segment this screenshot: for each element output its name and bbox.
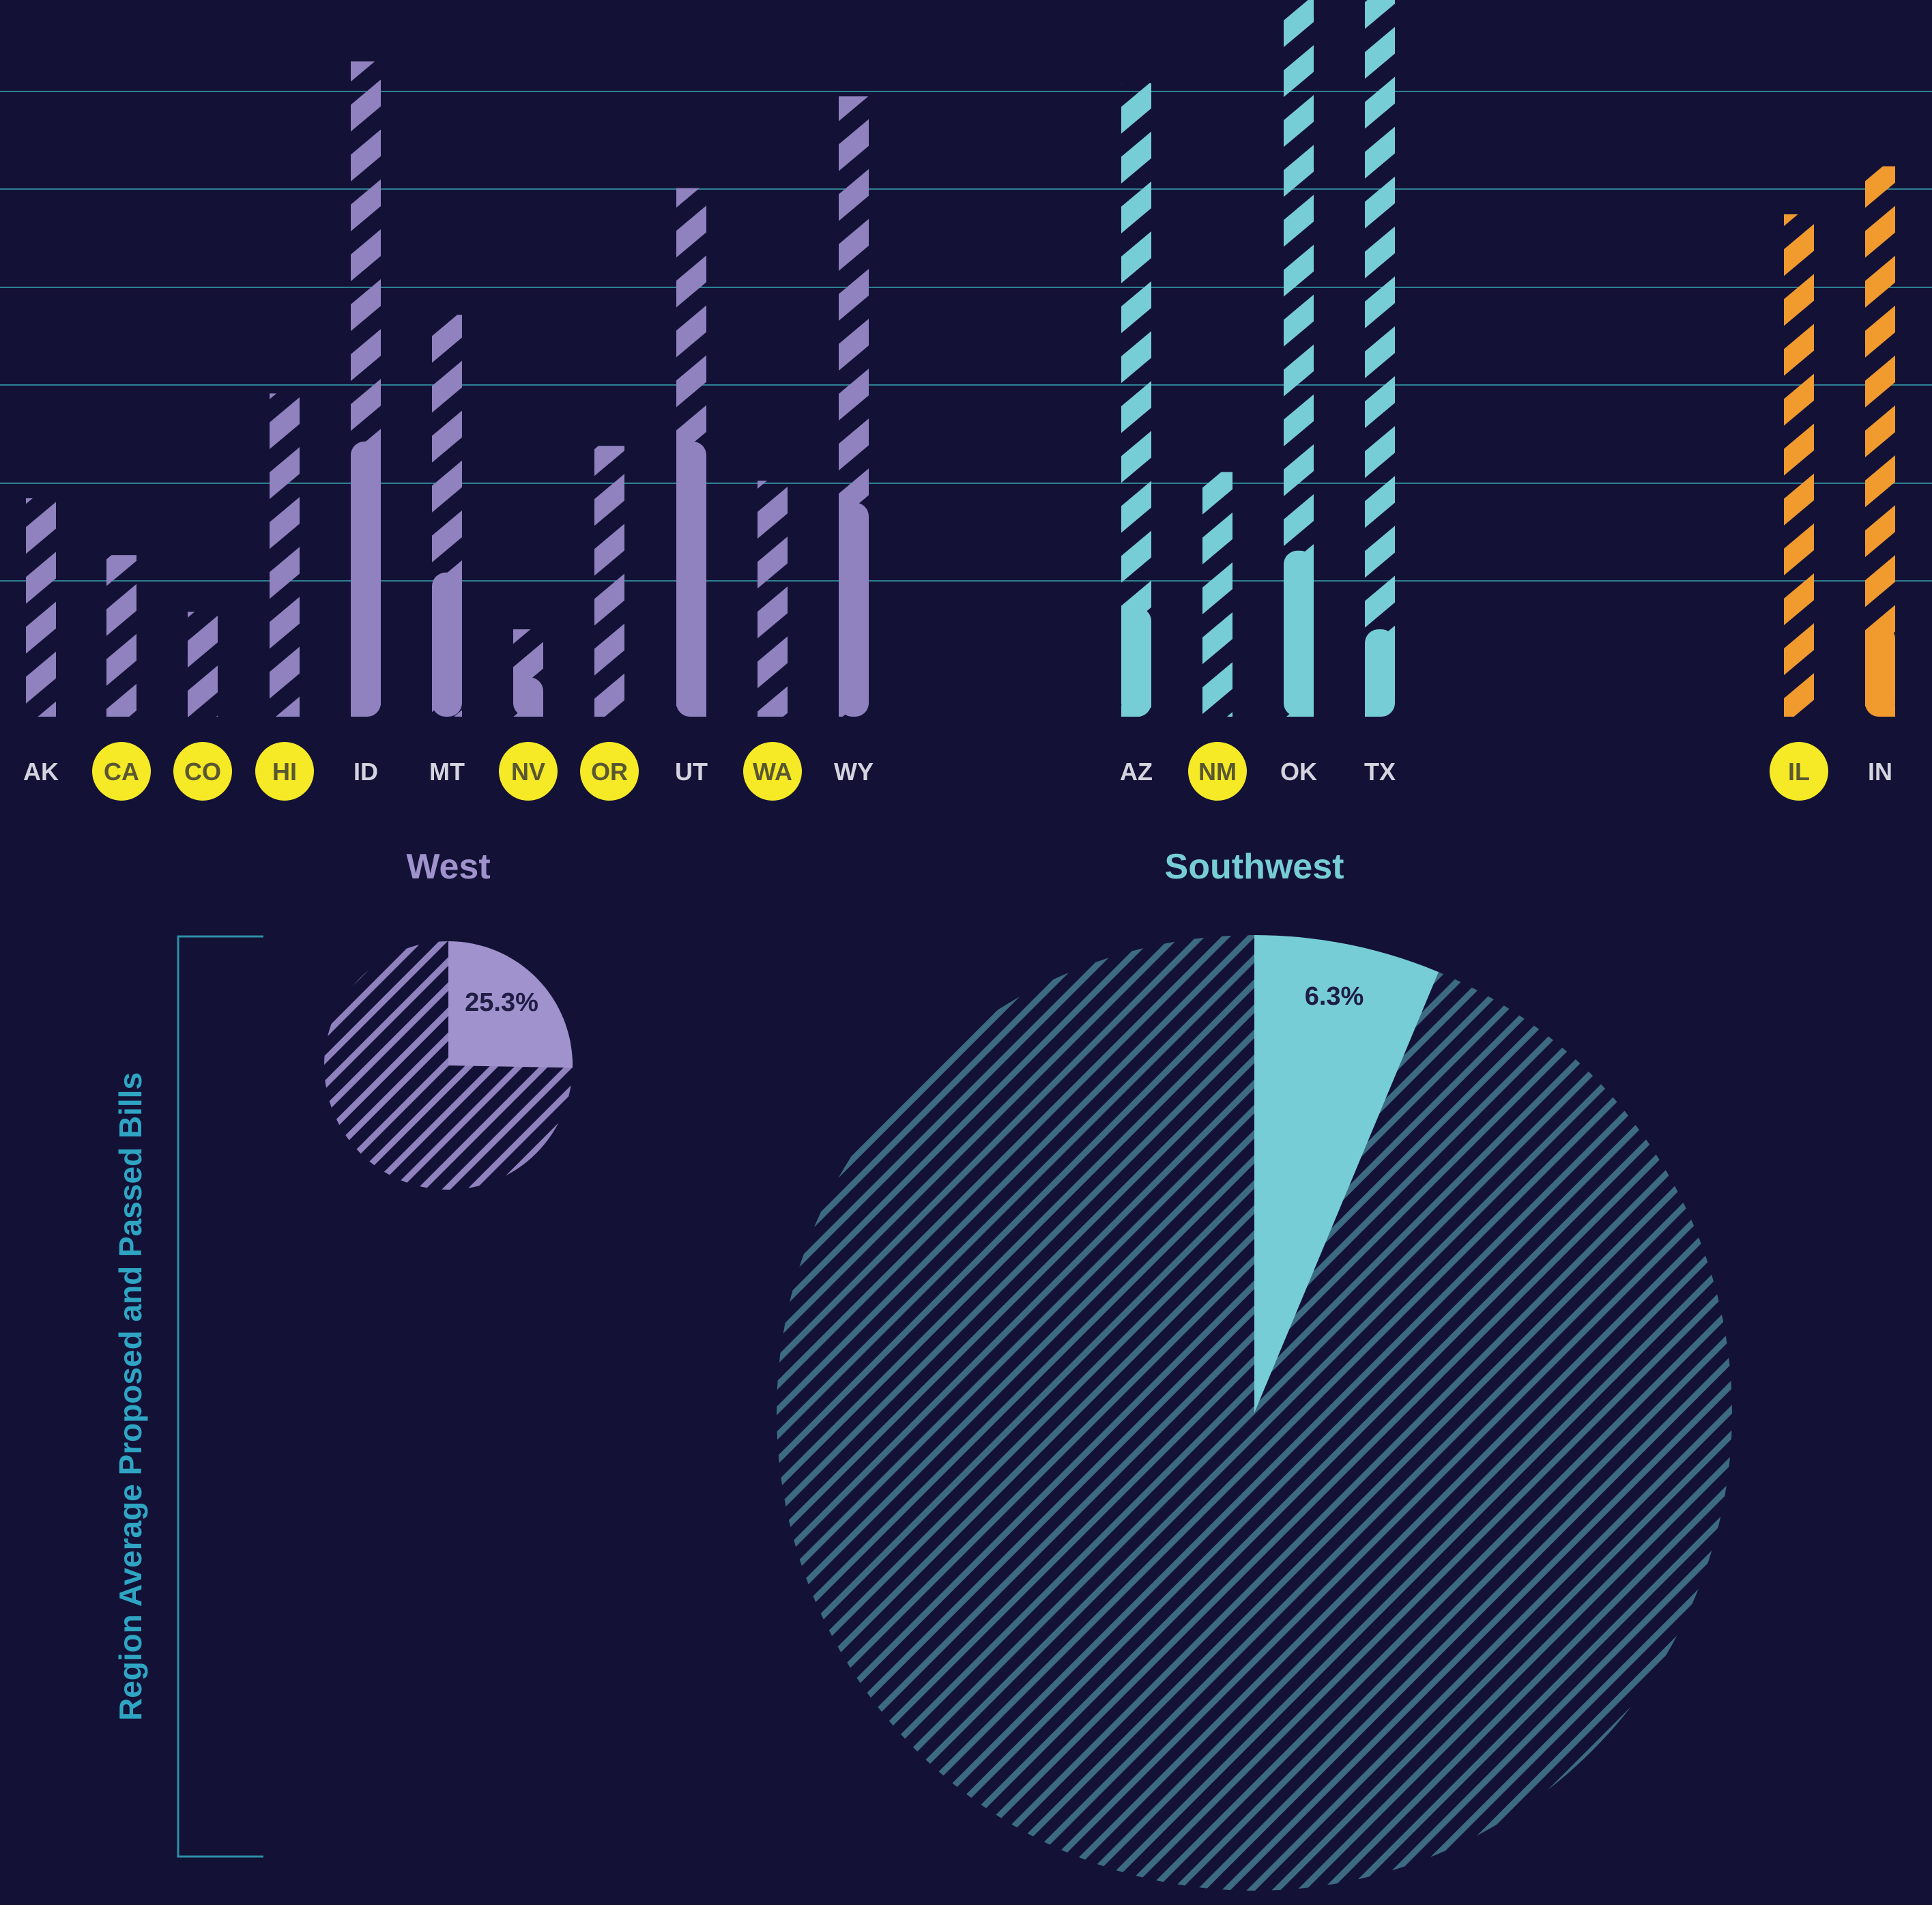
bar-passed-tx (1365, 629, 1395, 717)
state-label-az: AZ (1120, 758, 1153, 786)
pie-axis-bracket (177, 935, 263, 1858)
state-label-ok: OK (1280, 758, 1317, 786)
highlight-marker-nm (1188, 742, 1247, 801)
gridlines (0, 91, 1932, 582)
state-label-tx: TX (1364, 758, 1396, 786)
state-label-wa: WA (753, 758, 792, 786)
highlight-marker-hi (255, 742, 314, 801)
state-label-hi: HI (272, 758, 297, 786)
pie-slice-passed (1254, 935, 1439, 1413)
state-label-or: OR (591, 758, 628, 786)
bar-passed-in (1865, 625, 1895, 717)
state-label-nv: NV (511, 758, 545, 786)
state-label-wy: WY (834, 758, 874, 786)
bar-passed-ut (676, 441, 706, 717)
bar-passed-wy (839, 502, 869, 717)
highlight-marker-nv (499, 742, 558, 801)
southwest-region-title: Southwest (1165, 847, 1344, 887)
bar-proposed-or (594, 446, 624, 717)
pie-percent-label: 6.3% (1305, 982, 1364, 1011)
bar-proposed-ak (26, 498, 56, 717)
state-label-mt: MT (429, 758, 465, 786)
pie-percent-label: 25.3% (465, 988, 538, 1017)
highlight-marker-il (1770, 742, 1828, 801)
pie-charts: 25.3% 6.3% (324, 935, 1732, 1891)
west-region-title: West (406, 847, 490, 887)
state-labels: AK CA CO HI ID MT NV OR UT WA WY AZ NM OK TX IL IN (23, 742, 1892, 801)
highlight-marker-wa (743, 742, 802, 801)
bar-proposed-il (1784, 214, 1814, 717)
pie-slice-passed (448, 941, 573, 1068)
state-label-il: IL (1788, 758, 1810, 786)
bar-passed-ok (1284, 550, 1314, 717)
pie-west: 25.3% (324, 941, 573, 1190)
state-label-ak: AK (23, 758, 59, 786)
highlight-marker-ca (92, 742, 151, 801)
bar-proposed-co (188, 612, 218, 717)
state-label-in: IN (1868, 758, 1892, 786)
bar-proposed-hi (270, 393, 300, 717)
bar-proposed-tx (1365, 0, 1395, 717)
state-label-ca: CA (104, 758, 139, 786)
pie-southwest: 6.3% (777, 935, 1732, 1891)
state-label-co: CO (184, 758, 221, 786)
highlight-marker-or (580, 742, 639, 801)
highlight-marker-co (173, 742, 232, 801)
bar-passed-az (1121, 607, 1151, 717)
bar-proposed-ca (106, 555, 136, 717)
bar-passed-nv (513, 677, 543, 717)
state-label-id: ID (354, 758, 378, 786)
bar-passed-id (351, 441, 381, 717)
state-label-nm: NM (1198, 758, 1237, 786)
bar-series (26, 0, 1895, 717)
bar-proposed-nm (1202, 472, 1232, 717)
state-label-ut: UT (675, 758, 708, 786)
bar-passed-mt (432, 572, 462, 717)
bar-proposed-wa (758, 481, 788, 717)
pie-axis-title: Region Average Proposed and Passed Bills (113, 1072, 148, 1721)
